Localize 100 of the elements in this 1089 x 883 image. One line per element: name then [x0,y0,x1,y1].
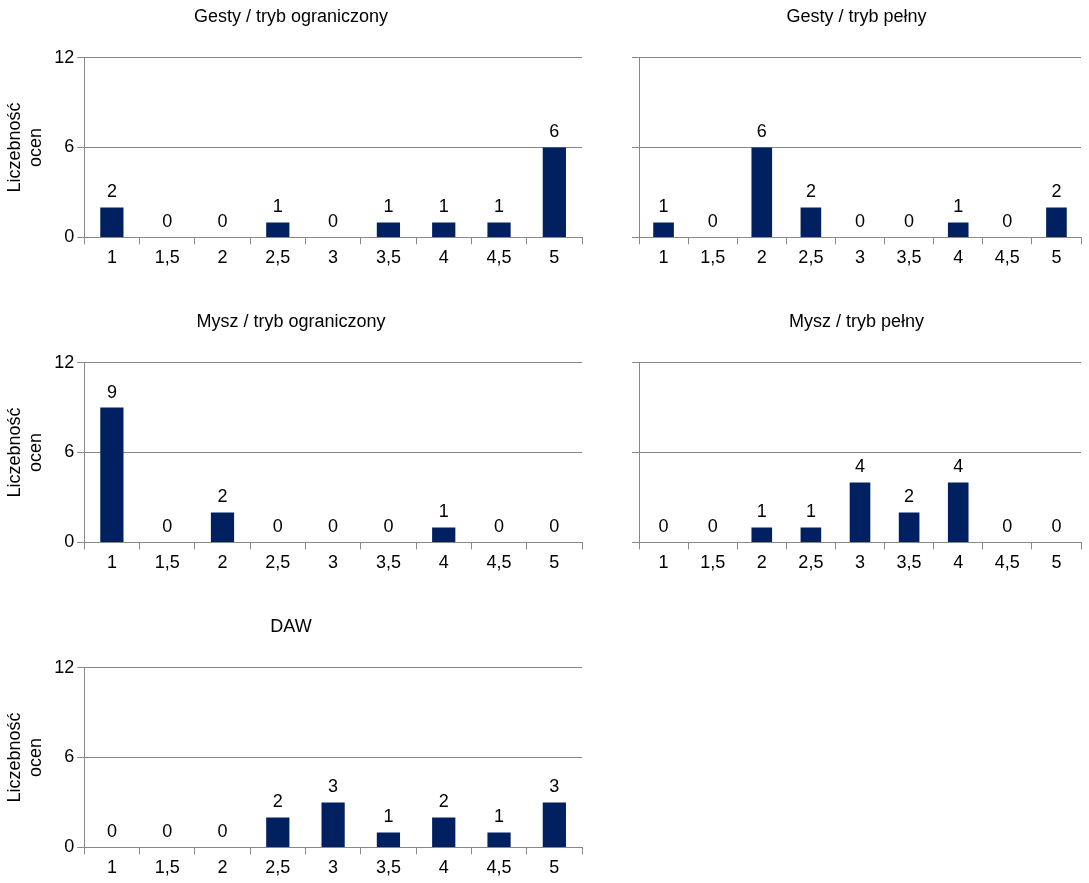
x-tick-label: 3 [854,552,866,573]
data-label: 0 [106,821,117,842]
data-label: 0 [328,211,339,232]
x-tick-label: 5 [549,247,560,268]
x-tick-label: 4 [438,552,449,573]
data-label: 1 [756,501,767,522]
x-tick-label: 1,5 [154,857,180,878]
chart-title: Gesty / tryb ograniczony [193,5,389,26]
data-label: 0 [1002,516,1013,537]
data-label: 3 [328,776,339,797]
x-tick-label: 1,5 [154,552,180,573]
x-tick-label: 2 [756,247,767,268]
data-label: 0 [162,821,173,842]
bar [210,512,235,542]
bar [542,147,566,237]
data-label: 2 [904,486,915,507]
x-tick-label: 5 [1051,552,1062,573]
y-tick-label: 6 [64,136,75,157]
data-label: 0 [658,516,669,537]
x-tick-label: 1,5 [154,247,180,268]
bar [376,222,401,237]
bar [432,222,456,237]
x-tick-label: 2 [217,857,228,878]
x-tick-label: 3 [328,247,339,268]
x-tick-label: 1 [658,552,669,573]
bar [432,527,456,542]
data-label: 1 [383,806,394,827]
x-tick-label: 3,5 [375,247,401,268]
bar [432,817,456,847]
y-tick-label: 12 [54,656,75,677]
data-label: 0 [904,211,915,232]
y-axis-title: Liczebność ocen [3,712,46,803]
bar [266,817,290,847]
data-label: 1 [438,196,449,217]
bar [542,802,566,847]
x-tick-label: 1,5 [700,552,726,573]
x-tick-label: 2 [217,247,228,268]
x-tick-label: 1 [106,247,117,268]
y-tick-label: 6 [64,441,75,462]
data-label: 2 [1051,181,1062,202]
data-label: 6 [756,121,767,142]
x-tick-label: 3,5 [375,552,401,573]
x-tick-label: 1 [658,247,669,268]
x-tick-label: 3 [854,247,866,268]
chart-title: Mysz / tryb pełny [788,310,925,331]
x-tick-label: 5 [549,552,560,573]
y-tick-label: 0 [64,531,75,552]
data-label: 1 [805,501,816,522]
data-label: 1 [438,501,449,522]
x-tick-label: 4 [438,247,449,268]
x-tick-label: 3 [328,857,339,878]
y-axis-title: Liczebność ocen [3,407,46,498]
x-tick-label: 2,5 [265,247,291,268]
bar [376,832,401,847]
bar [100,207,124,237]
data-label: 0 [707,516,718,537]
chart-title: Gesty / tryb pełny [786,5,927,26]
x-tick-label: 1 [106,552,117,573]
x-tick-label: 4,5 [486,857,512,878]
y-tick-label: 0 [64,226,75,247]
data-label: 0 [707,211,718,232]
x-tick-label: 2,5 [265,552,291,573]
data-label: 2 [438,791,449,812]
bar [487,222,511,237]
data-label: 0 [217,211,228,232]
x-tick-label: 2 [756,552,767,573]
x-tick-label: 2,5 [798,247,824,268]
data-label: 0 [162,516,173,537]
x-tick-label: 1,5 [700,247,726,268]
data-label: 1 [953,196,964,217]
bar [321,802,345,847]
x-tick-label: 1 [106,857,117,878]
y-tick-label: 0 [64,836,75,857]
data-label: 4 [953,456,964,477]
x-tick-label: 3,5 [896,247,922,268]
data-label: 1 [272,196,283,217]
data-label: 0 [494,516,505,537]
data-label: 6 [549,121,560,142]
chart-title: Mysz / tryb ograniczony [196,310,386,331]
y-tick-label: 6 [64,746,75,767]
data-label: 2 [106,181,117,202]
x-tick-label: 4 [953,247,964,268]
data-label: 2 [805,181,816,202]
data-label: 0 [162,211,173,232]
data-label: 0 [549,516,560,537]
data-label: 1 [383,196,394,217]
y-tick-label: 12 [54,351,75,372]
y-axis-title: Liczebność ocen [3,102,46,193]
x-tick-label: 2,5 [265,857,291,878]
x-tick-label: 3,5 [896,552,922,573]
data-label: 2 [272,791,283,812]
bar [266,222,290,237]
data-label: 1 [494,196,505,217]
data-label: 3 [549,776,560,797]
x-tick-label: 3,5 [375,857,401,878]
bar [100,407,124,542]
data-label: 2 [217,486,228,507]
x-tick-label: 4,5 [994,247,1020,268]
x-tick-label: 5 [1051,247,1062,268]
x-tick-label: 4 [438,857,449,878]
